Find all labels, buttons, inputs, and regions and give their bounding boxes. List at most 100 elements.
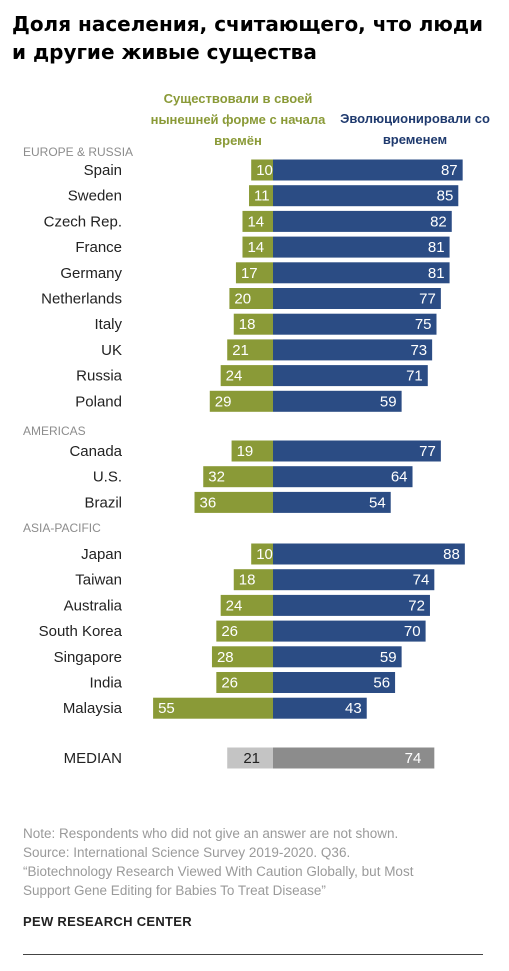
median-value-evolved: 74 — [405, 750, 422, 767]
note-line: Support Gene Editing for Babies To Treat… — [23, 883, 326, 898]
bar-evolved — [273, 339, 433, 361]
bar-existed — [242, 236, 273, 258]
median-value-existed: 21 — [243, 750, 260, 767]
value-label-evolved: 54 — [369, 494, 386, 511]
bar-evolved — [273, 543, 465, 565]
value-label-existed: 18 — [239, 572, 256, 589]
group-label: ASIA-PACIFIC — [23, 521, 101, 535]
bar-existed — [203, 466, 273, 488]
source-organization: PEW RESEARCH CENTER — [23, 914, 192, 929]
country-label: UK — [101, 342, 122, 359]
bar-existed — [242, 210, 273, 232]
value-label-evolved: 87 — [441, 162, 458, 179]
country-label: Brazil — [84, 494, 122, 511]
value-label-existed: 20 — [234, 291, 251, 308]
country-label: Netherlands — [41, 291, 122, 308]
value-label-existed: 24 — [226, 597, 243, 614]
legend-existed: Существовали в своей нынешней форме с на… — [150, 91, 326, 148]
bar-existed — [249, 185, 273, 207]
value-label-existed: 26 — [221, 623, 238, 640]
value-label-evolved: 81 — [428, 265, 445, 282]
bar-evolved — [273, 440, 441, 462]
value-label-evolved: 73 — [410, 342, 427, 359]
bar-existed — [231, 440, 273, 462]
bar-existed — [229, 288, 273, 309]
value-label-evolved: 70 — [404, 623, 421, 640]
value-label-evolved: 59 — [380, 649, 397, 666]
value-label-existed: 10 — [256, 546, 273, 563]
value-label-evolved: 43 — [345, 700, 362, 717]
value-label-existed: 11 — [254, 188, 270, 205]
country-label: Czech Rep. — [44, 213, 122, 230]
value-label-evolved: 77 — [419, 443, 436, 460]
country-label: U.S. — [93, 469, 122, 486]
bar-existed — [235, 262, 273, 284]
bar-existed — [251, 543, 273, 565]
bar-evolved — [273, 236, 450, 258]
value-label-evolved: 82 — [430, 213, 447, 230]
median-label: MEDIAN — [64, 750, 122, 767]
bar-existed — [233, 313, 273, 335]
value-label-existed: 14 — [247, 239, 264, 256]
value-label-evolved: 75 — [415, 316, 432, 333]
bar-evolved — [273, 569, 435, 591]
country-label: Australia — [64, 597, 123, 614]
value-label-evolved: 71 — [406, 368, 423, 385]
bar-evolved — [273, 620, 426, 642]
bar-evolved — [273, 491, 391, 513]
value-label-existed: 36 — [200, 494, 217, 511]
bar-existed — [220, 365, 273, 387]
country-label: Taiwan — [75, 572, 122, 589]
value-label-evolved: 81 — [428, 239, 445, 256]
bar-evolved — [273, 646, 402, 668]
bar-existed — [194, 491, 273, 513]
value-label-existed: 26 — [221, 675, 238, 692]
country-label: Sweden — [68, 188, 122, 205]
bar-existed — [251, 159, 273, 181]
value-label-evolved: 56 — [373, 675, 390, 692]
value-label-existed: 24 — [226, 368, 243, 385]
value-label-evolved: 72 — [408, 597, 425, 614]
value-label-evolved: 88 — [443, 546, 460, 563]
country-label: South Korea — [39, 623, 123, 640]
country-label: Japan — [81, 546, 122, 563]
chart-title: Доля населения, считающего, что люди и д… — [12, 12, 484, 64]
value-label-existed: 14 — [247, 213, 264, 230]
bar-existed — [216, 672, 273, 693]
bar-existed — [153, 697, 273, 719]
bar-evolved — [273, 697, 367, 719]
value-label-existed: 32 — [208, 469, 225, 486]
note-line: “Biotechnology Research Viewed With Caut… — [23, 864, 414, 879]
value-label-evolved: 74 — [413, 572, 430, 589]
value-label-existed: 21 — [232, 342, 249, 359]
bar-existed — [233, 569, 273, 591]
bar-evolved — [273, 159, 463, 181]
value-label-evolved: 59 — [380, 393, 397, 410]
country-label: Poland — [75, 393, 122, 410]
value-label-existed: 55 — [158, 700, 175, 717]
group-label: AMERICAS — [23, 424, 86, 438]
note-line: Source: International Science Survey 201… — [23, 845, 351, 860]
value-label-existed: 17 — [241, 265, 258, 282]
country-label: France — [75, 239, 122, 256]
bar-evolved — [273, 288, 441, 309]
median-bar-evolved — [273, 747, 435, 769]
value-label-existed: 28 — [217, 649, 234, 666]
country-label: Singapore — [54, 649, 122, 666]
bar-existed — [211, 646, 273, 668]
country-label: Malaysia — [63, 700, 123, 717]
bar-evolved — [273, 185, 459, 207]
bar-evolved — [273, 594, 430, 616]
bar-evolved — [273, 313, 437, 335]
note-line: Note: Respondents who did not give an an… — [23, 826, 399, 841]
value-label-existed: 19 — [237, 443, 254, 460]
bar-evolved — [273, 466, 413, 488]
median-bar-existed — [227, 747, 273, 769]
country-label: India — [89, 675, 122, 692]
group-label: EUROPE & RUSSIA — [23, 145, 133, 159]
country-label: Spain — [84, 162, 122, 179]
bar-existed — [227, 339, 273, 361]
bar-existed — [220, 594, 273, 616]
value-label-evolved: 64 — [391, 469, 408, 486]
